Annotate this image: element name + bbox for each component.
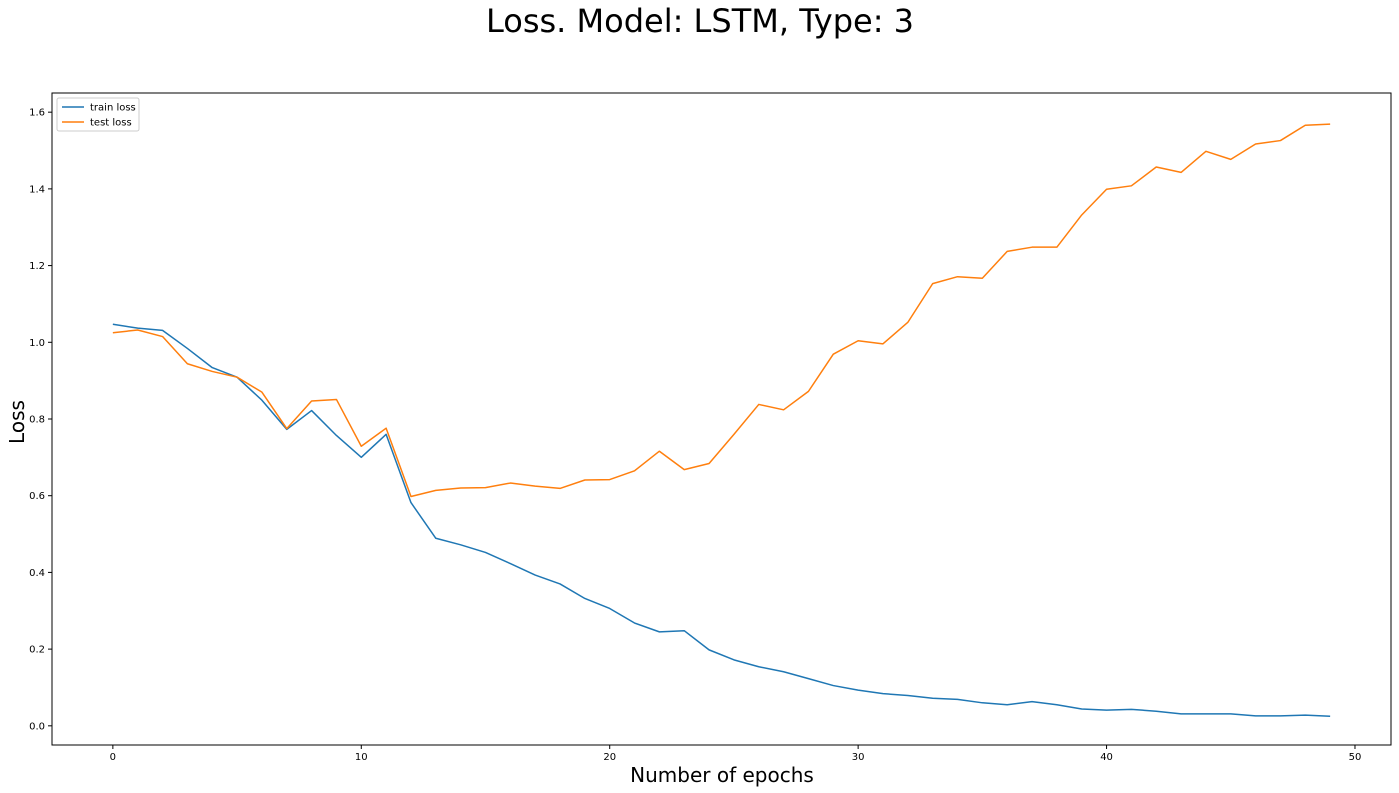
x-tick-label: 20 bbox=[603, 752, 616, 763]
y-axis-title: Loss bbox=[5, 400, 29, 444]
series-line-train-loss bbox=[112, 323, 1331, 717]
y-axis: 0.0 0.2 0.4 0.6 0.8 1.0 1.2 1.4 1.6 bbox=[29, 108, 52, 732]
series-line-test-loss bbox=[112, 123, 1331, 498]
y-tick-label: 1.2 bbox=[29, 261, 45, 272]
x-tick-label: 10 bbox=[355, 752, 368, 763]
x-tick-label: 30 bbox=[852, 752, 865, 763]
plot-area-frame bbox=[51, 92, 1392, 746]
y-tick-label: 1.6 bbox=[29, 108, 45, 119]
y-tick-label: 0.8 bbox=[29, 415, 45, 426]
y-tick-label: 1.0 bbox=[29, 338, 45, 349]
series-lines bbox=[112, 123, 1331, 717]
chart-title: Loss. Model: LSTM, Type: 3 bbox=[486, 2, 914, 40]
x-tick-label: 50 bbox=[1349, 752, 1362, 763]
x-tick-label: 40 bbox=[1100, 752, 1113, 763]
legend: train loss test loss bbox=[56, 97, 140, 132]
x-axis: 0 10 20 30 40 50 bbox=[110, 745, 1362, 763]
y-tick-label: 1.4 bbox=[29, 184, 45, 195]
y-tick-label: 0.0 bbox=[29, 721, 45, 732]
x-axis-title: Number of epochs bbox=[630, 763, 814, 787]
y-tick-label: 0.2 bbox=[29, 645, 45, 656]
y-tick-label: 0.4 bbox=[29, 568, 45, 579]
legend-label-train-loss: train loss bbox=[90, 103, 136, 114]
y-tick-label: 0.6 bbox=[29, 491, 45, 502]
x-tick-label: 0 bbox=[110, 752, 116, 763]
legend-label-test-loss: test loss bbox=[90, 118, 132, 129]
